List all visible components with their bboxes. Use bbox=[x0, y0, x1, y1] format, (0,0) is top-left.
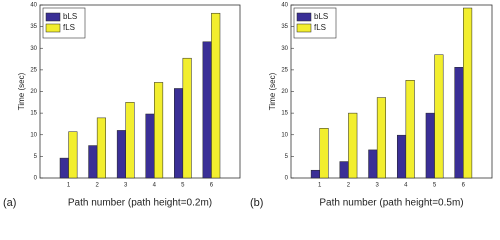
bar bbox=[96, 117, 106, 179]
x-tick-label: 3 bbox=[124, 183, 128, 189]
x-tick-label: 2 bbox=[347, 183, 351, 189]
bar bbox=[396, 134, 407, 179]
bar bbox=[463, 7, 473, 179]
bar bbox=[434, 54, 444, 179]
bar bbox=[182, 57, 192, 179]
legend-swatch bbox=[45, 12, 61, 22]
bar bbox=[174, 88, 184, 179]
bar bbox=[202, 41, 212, 179]
y-tick-label: 25 bbox=[30, 67, 37, 73]
y-tick-label: 15 bbox=[30, 111, 37, 117]
legend-swatch bbox=[45, 23, 61, 33]
y-tick-label: 40 bbox=[30, 3, 37, 9]
y-tick-label: 30 bbox=[281, 46, 288, 52]
y-tick-label: 0 bbox=[285, 176, 289, 182]
y-tick-label: 0 bbox=[34, 176, 38, 182]
x-tick-label: 4 bbox=[404, 183, 408, 189]
y-axis-label: Time (sec) bbox=[268, 72, 277, 110]
bar bbox=[348, 112, 358, 179]
bar bbox=[454, 67, 464, 179]
x-tick-label: 5 bbox=[433, 183, 437, 189]
y-tick-label: 15 bbox=[281, 111, 288, 117]
bar bbox=[310, 169, 320, 179]
x-tick-label: 6 bbox=[462, 183, 466, 189]
legend-swatch bbox=[296, 12, 312, 22]
bar bbox=[368, 149, 378, 179]
y-tick-label: 20 bbox=[281, 89, 288, 95]
x-tick-label: 6 bbox=[210, 183, 214, 189]
bar bbox=[339, 161, 349, 179]
x-tick-label: 1 bbox=[67, 183, 71, 189]
y-tick-label: 35 bbox=[30, 24, 37, 30]
y-tick-label: 30 bbox=[30, 46, 37, 52]
x-tick-label: 4 bbox=[153, 183, 157, 189]
bar bbox=[211, 12, 221, 179]
y-tick-label: 5 bbox=[285, 154, 289, 160]
y-tick-label: 10 bbox=[281, 132, 288, 138]
legend-label: fLS bbox=[314, 23, 326, 32]
x-axis-label: Path number (path height=0.5m) bbox=[319, 198, 463, 209]
x-tick-label: 5 bbox=[181, 183, 185, 189]
legend-swatch bbox=[296, 23, 312, 33]
bar bbox=[116, 130, 126, 179]
x-tick-label: 3 bbox=[375, 183, 379, 189]
bar bbox=[405, 80, 415, 179]
y-tick-label: 25 bbox=[281, 67, 288, 73]
bar bbox=[154, 82, 164, 179]
x-axis-label: Path number (path height=0.2m) bbox=[68, 198, 212, 209]
bar bbox=[68, 131, 78, 179]
bar bbox=[59, 157, 69, 179]
y-tick-label: 35 bbox=[281, 24, 288, 30]
panel-label: (b) bbox=[250, 197, 263, 209]
bar bbox=[319, 128, 329, 179]
bar bbox=[425, 112, 435, 179]
bar bbox=[145, 113, 155, 179]
x-tick-label: 2 bbox=[95, 183, 99, 189]
legend-label: fLS bbox=[63, 23, 75, 32]
legend-label: bLS bbox=[314, 12, 328, 21]
legend-label: bLS bbox=[63, 12, 77, 21]
bar bbox=[376, 97, 387, 179]
y-tick-label: 5 bbox=[34, 154, 38, 160]
bar bbox=[125, 102, 135, 179]
bar bbox=[88, 145, 98, 179]
panel-label: (a) bbox=[3, 197, 16, 209]
y-tick-label: 40 bbox=[281, 3, 288, 9]
y-tick-label: 20 bbox=[30, 89, 37, 95]
y-axis-label: Time (sec) bbox=[17, 72, 26, 110]
y-tick-label: 10 bbox=[30, 132, 37, 138]
x-tick-label: 1 bbox=[318, 183, 322, 189]
